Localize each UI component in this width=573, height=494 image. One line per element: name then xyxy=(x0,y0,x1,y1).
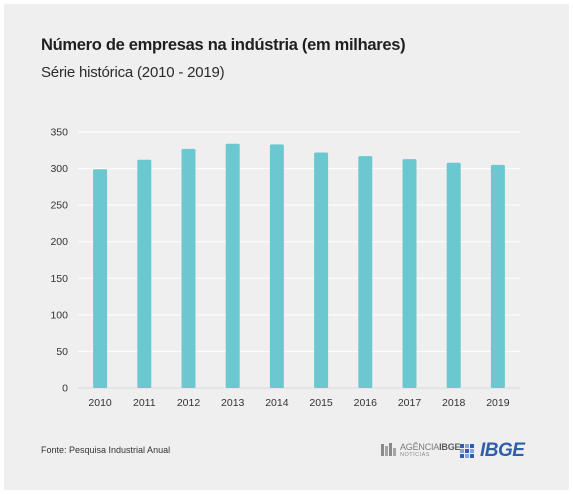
bar-2014 xyxy=(269,144,284,388)
bars xyxy=(93,143,505,388)
x-tick-label: 2010 xyxy=(88,397,112,409)
y-tick-label: 350 xyxy=(50,127,68,139)
chart-subtitle: Série histórica (2010 - 2019) xyxy=(41,64,225,81)
source-note: Fonte: Pesquisa Industrial Anual xyxy=(41,445,171,455)
x-tick-label: 2016 xyxy=(354,397,378,409)
bar-2012 xyxy=(181,148,196,388)
gridlines xyxy=(78,131,520,389)
ibge-mark-icon xyxy=(460,444,474,458)
y-axis-ticks: 0 50 100 150 200 250 300 350 xyxy=(50,127,68,395)
agencia-noticias: NOTÍCIAS xyxy=(400,452,430,458)
bar-2013 xyxy=(225,143,240,388)
y-tick-label: 300 xyxy=(50,163,68,175)
x-tick-label: 2014 xyxy=(265,397,289,409)
x-axis-ticks: 2010 2011 2012 2013 2014 2015 2016 2017 2018 2019 xyxy=(88,397,509,409)
agencia-brand: IBGE xyxy=(439,442,461,452)
x-tick-label: 2019 xyxy=(486,397,510,409)
x-tick-label: 2011 xyxy=(133,397,156,409)
agencia-text: AGÊNCIAIBGE xyxy=(400,442,461,452)
y-tick-label: 250 xyxy=(50,200,68,212)
bar-2015 xyxy=(314,152,329,388)
y-tick-label: 100 xyxy=(50,309,68,321)
ibge-logo: IBGE xyxy=(460,440,532,464)
bar-2010 xyxy=(93,169,108,388)
x-tick-label: 2017 xyxy=(398,397,422,409)
bar-2019 xyxy=(490,164,505,388)
bar-2011 xyxy=(137,159,152,388)
agencia-prefix: AGÊNCIA xyxy=(400,442,440,452)
bar-2018 xyxy=(446,162,461,388)
bar-2017 xyxy=(402,159,417,388)
x-tick-label: 2015 xyxy=(309,397,333,409)
x-tick-label: 2013 xyxy=(221,397,245,409)
chart-title: Número de empresas na indústria (em milh… xyxy=(41,36,406,54)
agencia-ibge-logo: AGÊNCIAIBGE NOTÍCIAS xyxy=(381,440,461,466)
x-tick-label: 2012 xyxy=(177,397,201,409)
agencia-flag-icon xyxy=(381,443,396,456)
x-tick-label: 2018 xyxy=(442,397,466,409)
ibge-wordmark: IBGE xyxy=(480,440,525,461)
y-tick-label: 0 xyxy=(62,383,68,395)
y-tick-label: 200 xyxy=(50,236,68,248)
y-tick-label: 50 xyxy=(56,346,68,358)
bar-2016 xyxy=(358,156,373,388)
y-tick-label: 150 xyxy=(50,273,68,285)
